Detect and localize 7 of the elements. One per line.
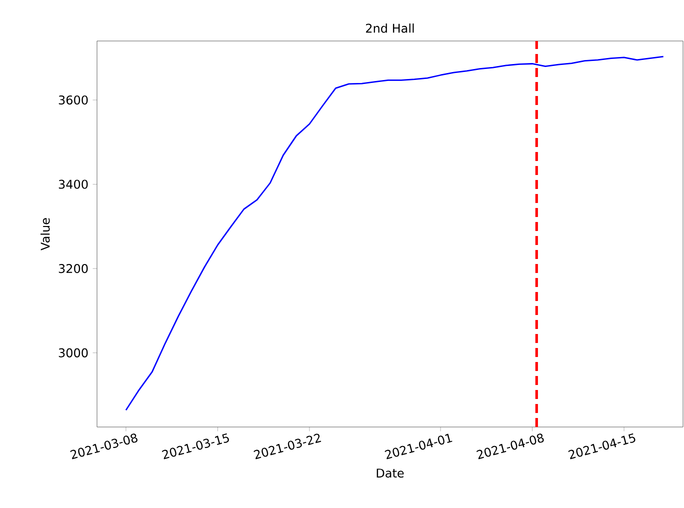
y-tick-label: 3600 [58, 95, 88, 105]
chart-title: 2nd Hall [366, 24, 414, 33]
y-tick-label: 3000 [58, 348, 88, 358]
y-tick-label: 3400 [58, 180, 88, 189]
y-tick-label: 3200 [58, 264, 88, 274]
y-axis-title: Value [40, 218, 50, 250]
x-axis-title: Date [376, 468, 404, 478]
